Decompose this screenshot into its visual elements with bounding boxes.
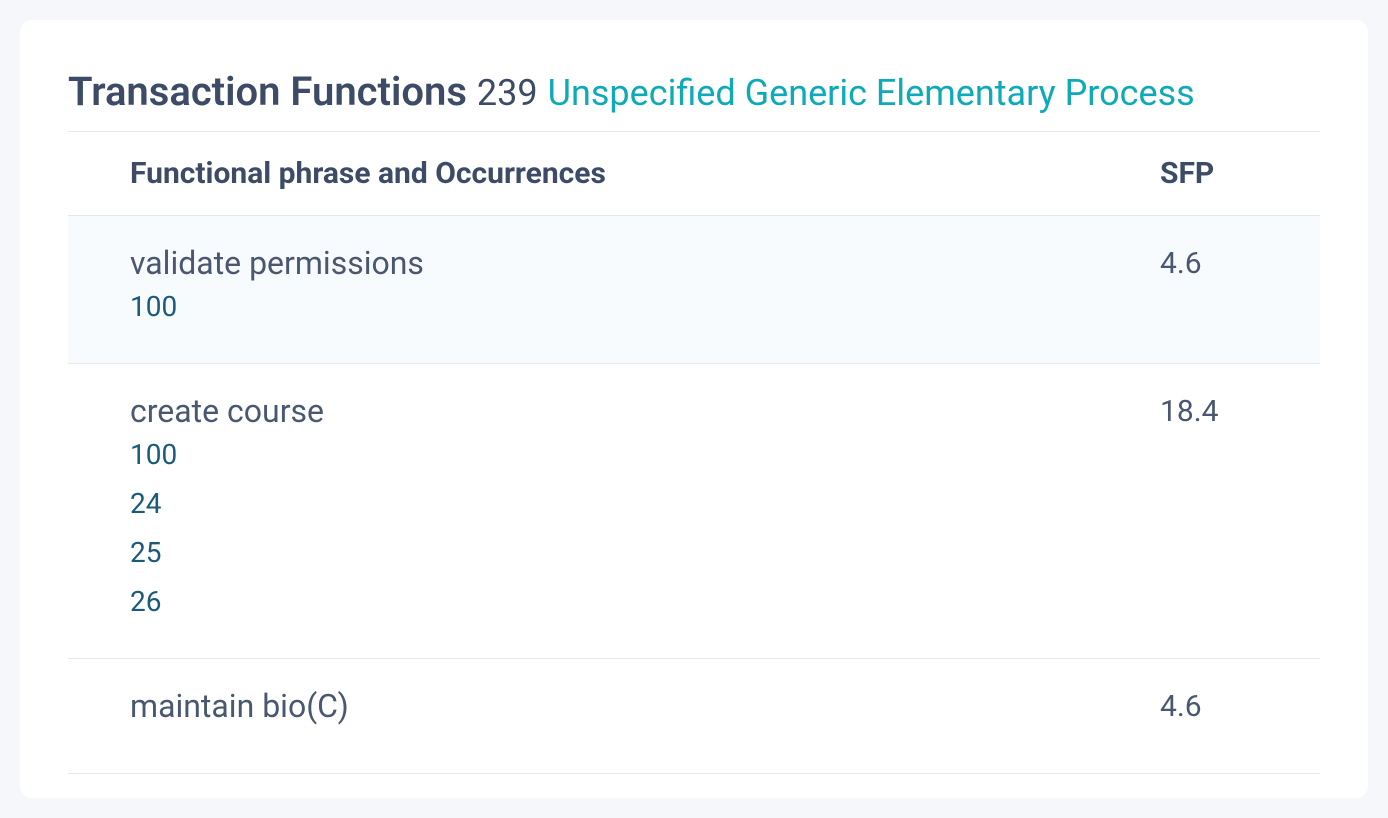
table-row: create course 100 24 25 2618.4 (68, 364, 1320, 659)
occurrence-link[interactable]: 26 (130, 585, 1160, 618)
phrase-text: create course (130, 392, 1160, 430)
sfp-cell: 18.4 (1160, 392, 1320, 618)
page-subtitle[interactable]: Unspecified Generic Elementary Process (548, 72, 1195, 114)
occurrence-list: 100 (130, 290, 1160, 323)
table-body: validate permissions1004.6create course1… (68, 216, 1320, 774)
table-header-row: Functional phrase and Occurrences SFP (68, 132, 1320, 216)
sfp-cell: 4.6 (1160, 687, 1320, 733)
phrase-cell: maintain bio(C) (130, 687, 1160, 733)
occurrence-list: 100 24 25 26 (130, 438, 1160, 618)
column-header-sfp: SFP (1160, 156, 1320, 191)
page-header: Transaction Functions 239 Unspecified Ge… (68, 68, 1320, 132)
table-row: maintain bio(C)4.6 (68, 659, 1320, 774)
page-count: 239 (477, 72, 538, 114)
sfp-cell: 4.6 (1160, 244, 1320, 323)
occurrence-link[interactable]: 25 (130, 536, 1160, 569)
card: Transaction Functions 239 Unspecified Ge… (20, 20, 1368, 798)
phrase-cell: validate permissions 100 (130, 244, 1160, 323)
occurrence-link[interactable]: 24 (130, 487, 1160, 520)
phrase-text: validate permissions (130, 244, 1160, 282)
column-header-phrase: Functional phrase and Occurrences (130, 156, 1160, 191)
phrase-text: maintain bio(C) (130, 687, 1160, 725)
phrase-cell: create course 100 24 25 26 (130, 392, 1160, 618)
occurrence-link[interactable]: 100 (130, 438, 1160, 471)
occurrence-link[interactable]: 100 (130, 290, 1160, 323)
table-row: validate permissions 1004.6 (68, 216, 1320, 364)
page-title: Transaction Functions (68, 68, 467, 115)
